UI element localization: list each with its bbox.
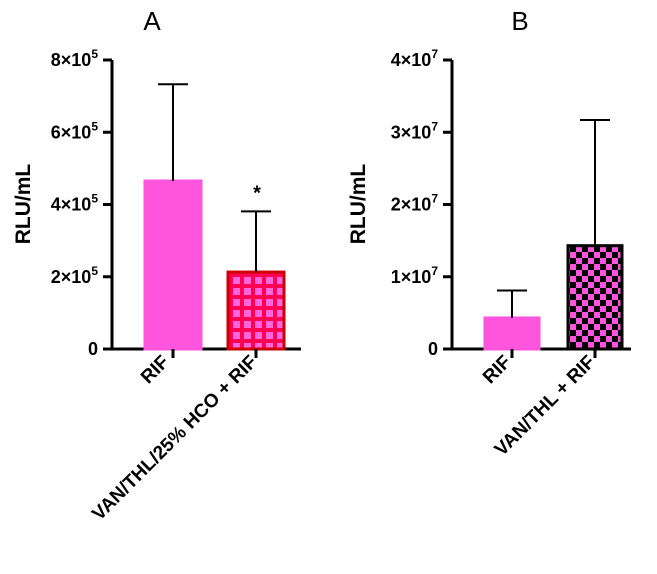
y-tick-label: 0 [428, 339, 438, 359]
x-tick-label: RIF [137, 352, 173, 388]
x-tick-label: RIF [479, 352, 515, 388]
panel-title: A [143, 6, 161, 36]
bar-1 [483, 316, 541, 351]
y-tick-label: 4×105 [51, 192, 99, 215]
y-tick-label: 2×105 [51, 264, 99, 287]
y-axis-label: RLU/mL [12, 164, 35, 245]
panel-a: A RLU/mL 0 2×105 4×105 6×105 8×105 RIFVAN/THL/2… [12, 6, 301, 525]
bar-2 [226, 270, 286, 351]
y-tick-label: 2×107 [391, 192, 439, 215]
y-tick-label: 4×107 [391, 47, 439, 70]
y-tick-label: 1×107 [391, 264, 439, 287]
bar-1 [143, 179, 203, 351]
bar-2 [566, 244, 624, 351]
y-axis-label: RLU/mL [347, 164, 370, 245]
significance-marker: * [253, 182, 261, 204]
y-tick-label: 0 [88, 339, 98, 359]
y-tick-label: 3×107 [391, 119, 439, 142]
x-tick-label: VAN/THL/25% HCO + RIF [88, 352, 261, 525]
panel-title: B [511, 6, 528, 36]
y-tick-label: 8×105 [51, 47, 99, 70]
y-tick-label: 6×105 [51, 119, 99, 142]
